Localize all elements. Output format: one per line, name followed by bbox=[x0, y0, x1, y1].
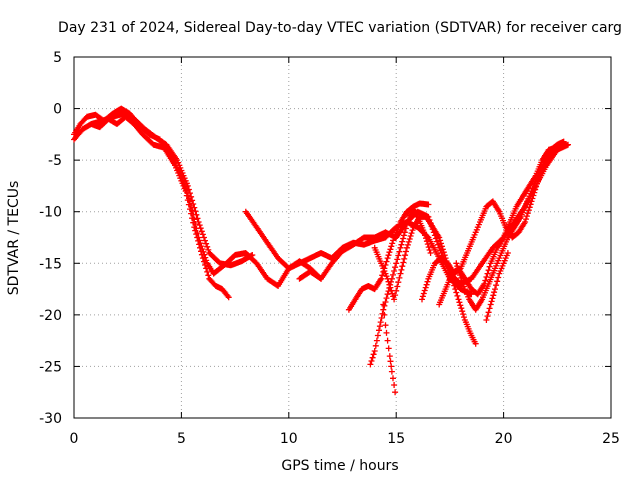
x-tick-label: 20 bbox=[495, 431, 513, 447]
chart-title: Day 231 of 2024, Sidereal Day-to-day VTE… bbox=[58, 20, 622, 36]
series-track-11 bbox=[436, 141, 567, 308]
y-axis-label: SDTVAR / TECUs bbox=[6, 181, 22, 296]
plus-markers bbox=[367, 206, 434, 368]
x-tick-label: 10 bbox=[280, 431, 298, 447]
x-tick-label: 25 bbox=[602, 431, 620, 447]
plus-markers bbox=[453, 141, 569, 313]
y-tick-label: -20 bbox=[39, 308, 62, 324]
plot-frame bbox=[73, 56, 612, 419]
series-track-9 bbox=[345, 200, 432, 313]
series-track-1 bbox=[71, 105, 324, 289]
y-tick-label: 0 bbox=[53, 102, 62, 118]
data-points bbox=[71, 105, 571, 396]
x-tick-label: 5 bbox=[177, 431, 186, 447]
plus-markers bbox=[88, 110, 256, 269]
x-tick-label: 0 bbox=[70, 431, 79, 447]
series-track-8 bbox=[380, 301, 399, 396]
y-tick-label: -10 bbox=[39, 205, 62, 221]
plus-markers bbox=[71, 105, 324, 289]
y-tick-label: -5 bbox=[48, 153, 62, 169]
plus-markers bbox=[380, 301, 399, 396]
y-tick-label: -25 bbox=[39, 359, 62, 375]
series-track-13 bbox=[483, 250, 511, 323]
series-track-12 bbox=[453, 141, 569, 313]
grid-lines bbox=[74, 57, 611, 418]
plus-markers bbox=[71, 113, 232, 301]
plus-markers bbox=[345, 200, 432, 313]
y-tick-label: -30 bbox=[39, 411, 62, 427]
x-tick-label: 15 bbox=[387, 431, 405, 447]
series-track-3 bbox=[88, 110, 256, 269]
y-tick-label: -15 bbox=[39, 256, 62, 272]
y-tick-label: 5 bbox=[53, 50, 62, 66]
plus-markers bbox=[483, 250, 511, 323]
y-axis-ticks: 5 0 -5 -10 -15 -20 -25 -30 bbox=[39, 50, 611, 427]
x-axis-label: GPS time / hours bbox=[281, 458, 398, 474]
x-axis-ticks: 0 5 10 15 20 25 bbox=[70, 57, 620, 447]
series-track-7 bbox=[367, 206, 434, 368]
series-track-2 bbox=[71, 113, 232, 301]
plus-markers bbox=[436, 141, 567, 308]
